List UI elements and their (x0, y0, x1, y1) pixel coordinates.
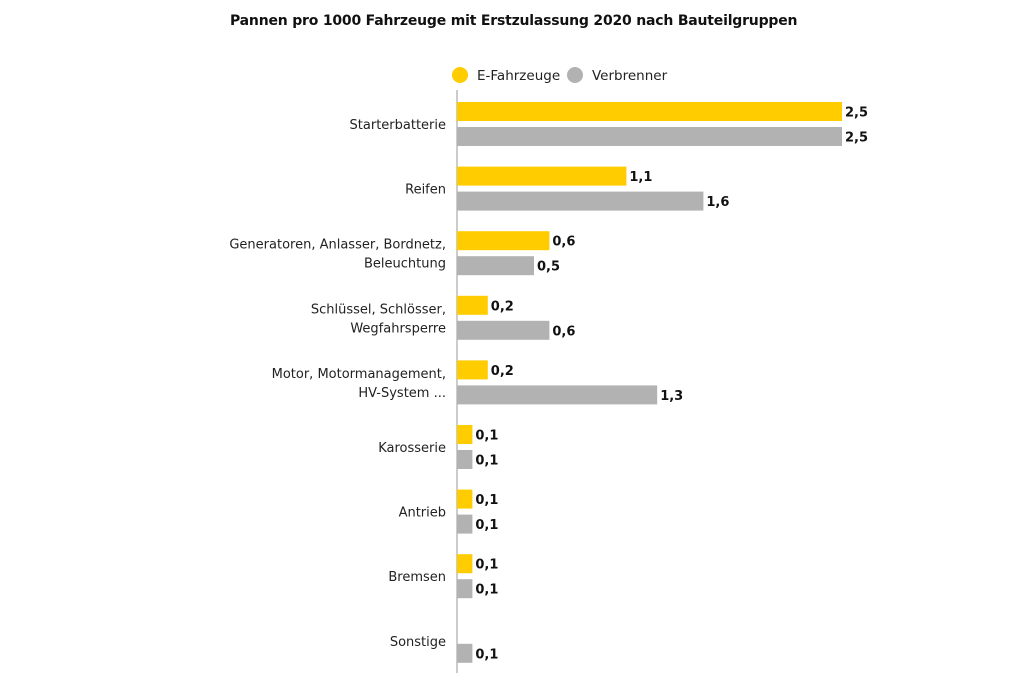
data-label: 2,5 (845, 131, 868, 146)
data-label: 0,1 (475, 454, 498, 469)
bar-verbrenner (457, 385, 658, 405)
data-label: 0,1 (475, 493, 498, 508)
category-label: Sonstige (390, 635, 446, 650)
legend-label-1: Verbrenner (592, 68, 668, 84)
category-label: Antrieb (399, 506, 446, 521)
data-label: 1,6 (706, 195, 729, 210)
category-label: Motor, Motormanagement, (272, 367, 446, 382)
chart-title: Pannen pro 1000 Fahrzeuge mit Erstzulass… (230, 13, 798, 29)
category-label: Wegfahrsperre (350, 321, 446, 336)
bar-e-fahrzeuge (457, 554, 473, 574)
category-label: Karosserie (378, 441, 446, 456)
bar-verbrenner (457, 256, 534, 276)
data-label: 0,5 (537, 260, 560, 275)
bar-verbrenner (457, 514, 473, 534)
bar-verbrenner (457, 320, 550, 340)
category-label: Schlüssel, Schlösser, (311, 302, 446, 317)
bar-e-fahrzeuge (457, 295, 488, 315)
data-label: 1,3 (660, 389, 683, 404)
data-label: 2,5 (845, 106, 868, 121)
bar-verbrenner (457, 450, 473, 469)
category-label: Bremsen (388, 570, 446, 585)
data-label: 0,6 (552, 235, 575, 250)
category-label: HV-System ... (358, 386, 446, 401)
data-label: 0,2 (491, 299, 514, 314)
bar-verbrenner (457, 579, 473, 599)
data-label: 0,1 (475, 558, 498, 573)
data-label: 0,6 (552, 324, 575, 339)
category-label: Beleuchtung (364, 257, 446, 272)
data-label: 0,1 (475, 583, 498, 598)
bar-e-fahrzeuge (457, 231, 550, 251)
bar-e-fahrzeuge (457, 102, 842, 121)
bar-verbrenner (457, 127, 842, 146)
legend-label-0: E-Fahrzeuge (477, 68, 560, 84)
data-label: 0,1 (475, 429, 498, 444)
bar-verbrenner (457, 643, 473, 663)
legend-marker-1 (567, 67, 583, 83)
category-label: Generatoren, Anlasser, Bordnetz, (229, 238, 446, 253)
data-label: 0,2 (491, 364, 514, 379)
data-label: 0,1 (475, 647, 498, 662)
bar-e-fahrzeuge (457, 489, 473, 509)
legend-marker-0 (452, 67, 468, 83)
bar-e-fahrzeuge (457, 360, 488, 380)
data-label: 0,1 (475, 518, 498, 533)
category-label: Reifen (405, 183, 446, 198)
bar-e-fahrzeuge (457, 425, 473, 444)
category-label: Starterbatterie (350, 118, 446, 133)
bar-verbrenner (457, 191, 704, 211)
bar-e-fahrzeuge (457, 166, 627, 186)
data-label: 1,1 (629, 170, 652, 185)
